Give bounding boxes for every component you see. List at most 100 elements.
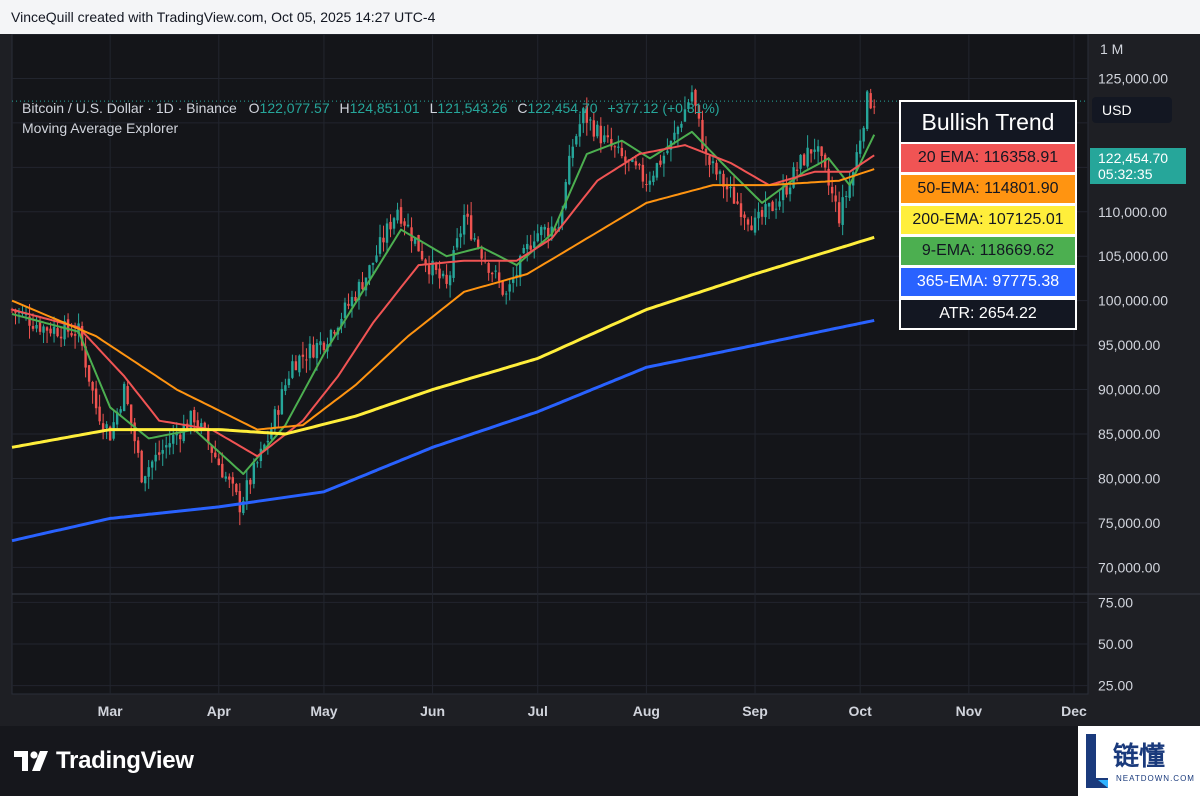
- candle-body: [35, 324, 38, 329]
- candle-body: [143, 476, 147, 484]
- candle-body: [554, 228, 557, 231]
- candle-body: [469, 215, 473, 240]
- candle-body: [361, 282, 364, 290]
- candle-body: [59, 336, 63, 339]
- low-value: 121,543.26: [437, 100, 508, 116]
- price-tick-label: 90,000.00: [1098, 382, 1160, 398]
- candle-body: [158, 452, 161, 455]
- candle-body: [42, 326, 45, 333]
- candle-body: [844, 195, 848, 197]
- candle-body: [115, 411, 119, 425]
- candle-body: [438, 268, 441, 279]
- candle-body: [480, 249, 483, 259]
- candle-body: [561, 210, 564, 225]
- high-label: H: [339, 100, 350, 116]
- candle-body: [813, 149, 816, 152]
- candle-body: [196, 420, 199, 427]
- ema-line-200ema: [11, 235, 875, 449]
- month-tick-label: Dec: [1061, 703, 1087, 719]
- candle-body: [547, 227, 550, 237]
- watermark-cn: 链懂: [1113, 742, 1166, 772]
- candle-body: [540, 226, 543, 236]
- candle-body: [364, 277, 368, 291]
- price-tick-label: 110,000.00: [1098, 204, 1167, 220]
- candle-body: [273, 409, 277, 430]
- candle-body: [655, 163, 659, 178]
- candle-body: [24, 314, 28, 316]
- candle-body: [378, 237, 382, 254]
- candle-body: [837, 202, 841, 224]
- candle-body: [662, 155, 666, 164]
- candle-body: [284, 385, 287, 391]
- candle-body: [855, 152, 858, 172]
- oscillator-axis[interactable]: 75.00 50.00 25.00: [1098, 594, 1133, 693]
- candle-body: [869, 93, 872, 109]
- candle-body: [410, 227, 413, 242]
- candle-body: [511, 279, 515, 283]
- symbol-name[interactable]: Bitcoin / U.S. Dollar · 1D · Binance: [22, 100, 237, 116]
- candle-body: [417, 234, 420, 252]
- candle-body: [613, 146, 617, 148]
- time-axis[interactable]: Mar Apr May Jun Jul Aug Sep Oct Nov Dec: [98, 703, 1087, 719]
- indicator-name[interactable]: Moving Average Explorer: [22, 120, 179, 136]
- month-tick-label: Oct: [849, 703, 873, 719]
- candle-body: [452, 250, 455, 278]
- candle-body: [354, 296, 357, 301]
- candle-body: [350, 296, 354, 307]
- legend-row-ema20: 20 EMA: 116358.91: [901, 144, 1075, 172]
- candle-body: [760, 210, 764, 217]
- legend-row-ema200: 200-EMA: 107125.01: [901, 206, 1075, 234]
- candle-body: [666, 150, 669, 154]
- candle-body: [631, 158, 634, 162]
- tradingview-logo[interactable]: TradingView: [14, 747, 194, 774]
- candle-body: [610, 138, 613, 147]
- ema-line-365ema: [11, 318, 875, 543]
- candle-body: [722, 173, 725, 187]
- candle-body: [31, 326, 35, 329]
- candle-body: [462, 215, 466, 235]
- candle-body: [708, 156, 711, 165]
- candle-body: [403, 221, 406, 226]
- symbol-ohlc-bar: Bitcoin / U.S. Dollar · 1D · Binance O12…: [22, 100, 720, 116]
- candle-body: [620, 147, 624, 157]
- candle-body: [179, 434, 182, 440]
- candle-body: [231, 477, 235, 484]
- candle-body: [578, 124, 581, 137]
- legend-atr: ATR: 2654.22: [901, 300, 1075, 328]
- legend-row-ema9: 9-EMA: 118669.62: [901, 237, 1075, 265]
- change-value: +377.12 (+0.31%): [607, 100, 720, 116]
- candle-body: [550, 226, 553, 237]
- candle-body: [683, 109, 687, 122]
- candle-body: [802, 154, 806, 166]
- candle-body: [347, 303, 350, 306]
- candle-body: [119, 409, 122, 413]
- candle-body: [49, 328, 52, 334]
- candle-body: [221, 463, 224, 478]
- candle-body: [715, 162, 718, 175]
- candle-body: [774, 208, 778, 210]
- last-price-tag: 122,454.70 05:32:35: [1090, 148, 1186, 184]
- candle-body: [413, 237, 417, 244]
- candle-body: [806, 147, 809, 167]
- attribution-text: VinceQuill created with TradingView.com,…: [11, 9, 436, 25]
- candle-body: [732, 187, 736, 204]
- candle-body: [98, 406, 101, 422]
- candle-body: [91, 381, 94, 391]
- candle-body: [459, 233, 462, 238]
- candle-body: [767, 203, 771, 207]
- candle-body: [680, 123, 683, 128]
- candle-body: [473, 238, 476, 240]
- candle-body: [249, 479, 252, 485]
- candle-body: [242, 501, 245, 514]
- currency-selector[interactable]: USD: [1092, 97, 1172, 123]
- candle-body: [771, 201, 774, 212]
- close-value: 122,454.70: [527, 100, 598, 116]
- candle-body: [73, 334, 77, 336]
- candle-body: [80, 325, 84, 346]
- candle-body: [673, 132, 676, 140]
- candle-body: [228, 476, 231, 480]
- candle-body: [224, 476, 227, 479]
- month-tick-label: Sep: [742, 703, 768, 719]
- price-axis[interactable]: 125,000.00115,000.00110,000.00105,000.00…: [1098, 41, 1168, 575]
- candle-body: [603, 135, 606, 142]
